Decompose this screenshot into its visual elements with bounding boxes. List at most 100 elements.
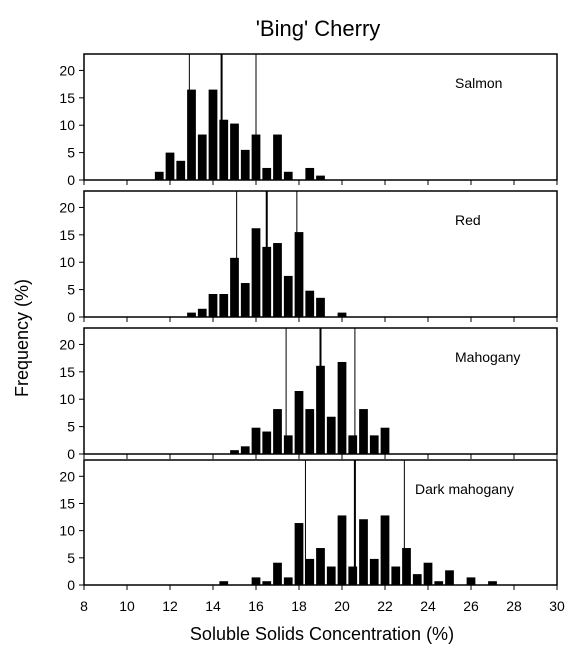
y-tick-label: 15 — [59, 495, 75, 511]
bar — [262, 431, 272, 454]
x-axis: 8 10 12 14 16 18 20 22 24 26 28 30 — [80, 598, 565, 614]
panel-salmon: 0 5 10 15 20 Salmon — [59, 53, 558, 188]
y-tick-label: 0 — [67, 309, 75, 325]
panel-frame — [83, 53, 558, 181]
y-tick-label: 20 — [59, 336, 75, 352]
panel-label: Red — [455, 212, 481, 228]
panel-label: Mahogany — [455, 349, 520, 365]
bar — [230, 450, 239, 454]
bar — [283, 171, 293, 180]
y-tick-label: 15 — [59, 364, 75, 380]
bar — [434, 581, 444, 585]
bar — [337, 515, 347, 585]
panel-mahogany: 0 5 10 15 20 Mahogany — [59, 327, 558, 462]
bar — [230, 123, 239, 180]
bar — [219, 119, 229, 180]
x-tick-label: 26 — [463, 598, 479, 614]
panel-label: Dark mahogany — [415, 481, 514, 497]
bar — [402, 548, 411, 585]
bar — [240, 446, 250, 454]
bar — [165, 152, 175, 180]
bar — [316, 548, 325, 585]
bar — [154, 171, 164, 180]
bar — [240, 149, 250, 180]
bar — [326, 566, 336, 585]
x-tick-label: 24 — [420, 598, 436, 614]
y-tick-label: 15 — [59, 90, 75, 106]
bar — [380, 427, 390, 454]
bar — [294, 523, 304, 585]
x-tick-label: 10 — [119, 598, 135, 614]
y-tick-label: 0 — [67, 172, 75, 188]
bar — [219, 293, 229, 317]
x-axis-label: Soluble Solids Concentration (%) — [190, 624, 454, 644]
bar — [348, 566, 358, 585]
y-tick-label: 5 — [67, 282, 75, 298]
bar — [262, 581, 272, 585]
y-tick-label: 5 — [67, 550, 75, 566]
y-tick-label: 5 — [67, 419, 75, 435]
chart-title: 'Bing' Cherry — [256, 16, 381, 41]
bar — [251, 427, 261, 454]
bar — [176, 160, 186, 180]
y-tick-label: 0 — [67, 577, 75, 593]
bar — [423, 562, 433, 585]
bar — [305, 409, 315, 454]
bar — [251, 577, 261, 585]
bar — [316, 175, 325, 180]
x-tick-label: 18 — [291, 598, 307, 614]
bar — [273, 562, 282, 585]
y-tick-label: 20 — [59, 468, 75, 484]
bar — [326, 416, 336, 454]
y-tick-label: 10 — [59, 117, 75, 133]
bar — [337, 312, 347, 317]
y-tick-label: 20 — [59, 62, 75, 78]
bar — [187, 312, 196, 317]
panel-red: 0 5 10 15 20 Red — [59, 190, 558, 325]
x-tick-label: 8 — [80, 598, 88, 614]
bar — [305, 167, 315, 180]
y-tick-label: 5 — [67, 145, 75, 161]
x-tick-label: 12 — [162, 598, 178, 614]
bar — [283, 435, 293, 454]
bar — [337, 361, 347, 454]
bar — [305, 290, 315, 317]
bar — [294, 391, 304, 454]
bar — [208, 89, 218, 180]
bar — [412, 574, 422, 585]
bar — [197, 308, 207, 317]
bar — [262, 167, 272, 180]
bar — [240, 283, 250, 317]
bar — [294, 232, 304, 317]
y-tick-label: 0 — [67, 446, 75, 462]
bar — [273, 409, 282, 454]
bar — [369, 435, 379, 454]
bar — [445, 570, 454, 585]
panel-frame — [83, 459, 558, 586]
bar — [305, 558, 315, 585]
bar — [348, 435, 358, 454]
panel-label: Salmon — [455, 75, 502, 91]
bar — [219, 581, 229, 585]
bar — [283, 275, 293, 317]
panels: 0 5 10 15 20 Salmon 0 5 10 15 20 Red 0 5 10 15 20 Mahogan… — [59, 53, 565, 614]
x-tick-label: 28 — [506, 598, 522, 614]
x-tick-label: 16 — [248, 598, 264, 614]
bar — [273, 134, 282, 180]
bar — [380, 515, 390, 585]
x-tick-label: 22 — [377, 598, 393, 614]
y-tick-label: 15 — [59, 227, 75, 243]
y-tick-label: 20 — [59, 199, 75, 215]
bar — [488, 581, 497, 585]
panel-frame — [83, 327, 558, 455]
bar — [391, 566, 401, 585]
bar — [359, 409, 368, 454]
bar — [230, 257, 239, 317]
bar — [369, 558, 379, 585]
x-tick-label: 30 — [549, 598, 565, 614]
bar — [197, 134, 207, 180]
y-axis-label: Frequency (%) — [12, 279, 32, 397]
y-tick-label: 10 — [59, 391, 75, 407]
panel-frame — [83, 190, 558, 318]
